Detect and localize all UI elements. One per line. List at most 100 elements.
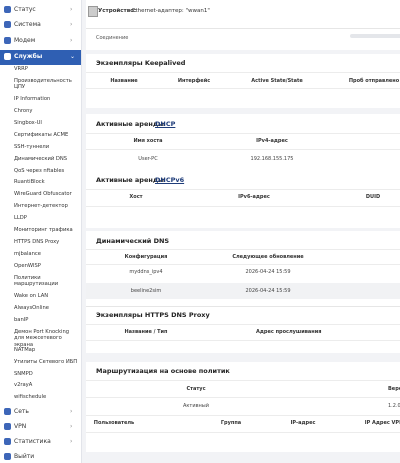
submenu-item[interactable]: Динамический DNS (14, 155, 68, 162)
column-header: IPv4-адрес (256, 138, 288, 144)
column-header: Следующее обновление (232, 254, 304, 260)
menu-item[interactable]: Выйти (0, 450, 81, 463)
column-header: Active State/State (251, 78, 303, 84)
section-title: Активные аренды (96, 120, 164, 128)
menu-icon (4, 408, 11, 415)
column-header: Версия (388, 386, 400, 392)
menu-label: Система (14, 21, 41, 28)
submenu-item[interactable]: Демон Port Knocking для межсетевого экра… (14, 328, 70, 348)
menu-icon (4, 438, 11, 445)
column-header: Интерфейс (177, 78, 211, 84)
submenu-item[interactable]: SSH-туннели (14, 143, 50, 150)
submenu-item[interactable]: Производительность ЦПУ (14, 77, 72, 91)
table-cell: beeline2sim (130, 288, 162, 294)
column-header: Группа (220, 420, 242, 426)
section-title: Активные аренды (96, 176, 164, 184)
submenu-item[interactable]: Мониторинг трафика (14, 227, 73, 233)
submenu-item[interactable]: WireGuard Obfuscator (14, 191, 72, 198)
column-header: IP Адрес VPN (364, 420, 400, 426)
menu-icon (4, 37, 11, 44)
section-title-link[interactable]: DHCP (155, 120, 176, 128)
device-label: Устройство: (98, 8, 137, 14)
submenu-item[interactable]: VRRP (14, 66, 28, 72)
row-divider (86, 149, 400, 150)
chevron: › (70, 423, 73, 430)
chevron: › (70, 6, 73, 13)
submenu-item[interactable]: SNMPD (14, 370, 33, 377)
chevron: › (70, 37, 73, 44)
table-cell: 1.2.0-r6 (388, 403, 400, 409)
submenu-item[interactable]: mjbalance (14, 250, 41, 257)
submenu-item[interactable]: LLDP (14, 215, 27, 222)
row-divider (86, 72, 400, 73)
row-divider (86, 432, 400, 433)
column-header: DUID (365, 194, 381, 200)
menu-label: Выйти (14, 453, 35, 460)
menu-item[interactable]: Система › (0, 18, 81, 32)
column-header: IP-адрес (290, 420, 316, 426)
column-header: Пользователь (93, 420, 135, 426)
submenu-item[interactable]: Сертификаты ACME (14, 131, 69, 138)
submenu-item[interactable]: Утилиты Сетевого ИБП (14, 358, 78, 365)
menu-item[interactable]: VPN › (0, 420, 81, 434)
submenu-item[interactable]: Singbox-UI (14, 119, 42, 126)
row-divider (86, 189, 400, 190)
main-content: Устройство: Ethernet-адаптер: "wwan1" Соед… (84, 0, 400, 463)
row-divider (86, 324, 400, 325)
column-header: Адрес прослушивания (256, 329, 322, 335)
table-cell: 2026-04-24 15:59 (245, 288, 291, 294)
connection-label: Соединение (96, 35, 129, 41)
table-cell: 2026-04-24 15:59 (245, 269, 291, 275)
device-icon (88, 6, 98, 17)
menu-item[interactable]: Службы ⌄ (0, 50, 81, 65)
menu-icon (4, 21, 11, 28)
menu-icon (4, 453, 11, 460)
submenu-item[interactable]: banIP (14, 316, 29, 323)
dhcp-card: Активные аренды DHCP Имя хоста IPv4-адрес Us… (86, 114, 400, 228)
submenu-item[interactable]: NATMap (14, 346, 36, 353)
table-cell: myddns_ipv4 (129, 269, 163, 275)
menu-item[interactable]: Статус › (0, 3, 81, 17)
sidebar: Статус › Система › Модем › Службы ⌄ VRRP Производ… (0, 0, 82, 463)
row-divider (86, 415, 400, 416)
pbr-card: Маршрутизация на основе политик Статус Вер… (86, 362, 400, 452)
row-divider (86, 340, 400, 341)
menu-item[interactable]: Сеть › (0, 405, 81, 419)
column-header: Имя хоста (133, 138, 163, 144)
menu-icon (4, 423, 11, 430)
submenu-item[interactable]: Политики маршрутизации (14, 274, 59, 288)
section-title: Динамический DNS (96, 237, 170, 245)
column-header: Название / Тип (124, 329, 168, 335)
row-divider (86, 264, 400, 265)
column-header: Статус (186, 386, 206, 392)
submenu-item[interactable]: Chrony (14, 108, 33, 114)
submenu-item[interactable]: HTTPS DNS Proxy (14, 238, 60, 245)
submenu-item[interactable]: Интернет-детектор (14, 203, 68, 210)
column-header: Конфигурация (124, 254, 168, 260)
menu-label: Статистика (14, 438, 51, 445)
column-header: Название (110, 78, 138, 84)
table-cell: Активный (182, 403, 210, 409)
submenu-item[interactable]: wifischedule (14, 394, 47, 401)
menu-item[interactable]: Статистика › (0, 435, 81, 449)
section-title-link[interactable]: DHCPv6 (155, 176, 185, 184)
column-header: Проб отправлено (348, 78, 400, 84)
submenu-item[interactable]: OpenWISP (14, 262, 41, 269)
table-cell: User-PC (138, 156, 158, 162)
submenu-item[interactable]: IP Information (14, 96, 51, 103)
menu-icon (4, 6, 11, 13)
https-dns-proxy-card: Экземпляры HTTPS DNS Proxy Название / Тип… (86, 306, 400, 353)
menu-item[interactable]: Модем › (0, 34, 81, 48)
chevron: › (70, 438, 73, 445)
submenu-item[interactable]: v2rayA (14, 382, 33, 389)
submenu-item[interactable]: RuantiBlock (14, 179, 45, 186)
menu-label: VPN (14, 423, 27, 430)
progress-bar (350, 34, 400, 38)
submenu-item[interactable]: AlwaysOnline (14, 304, 49, 311)
separator (86, 28, 400, 29)
submenu-item[interactable]: QoS через nftables (14, 167, 65, 174)
submenu-item[interactable]: Wake on LAN (14, 292, 49, 299)
row-divider (86, 380, 400, 381)
row-divider (86, 249, 400, 250)
